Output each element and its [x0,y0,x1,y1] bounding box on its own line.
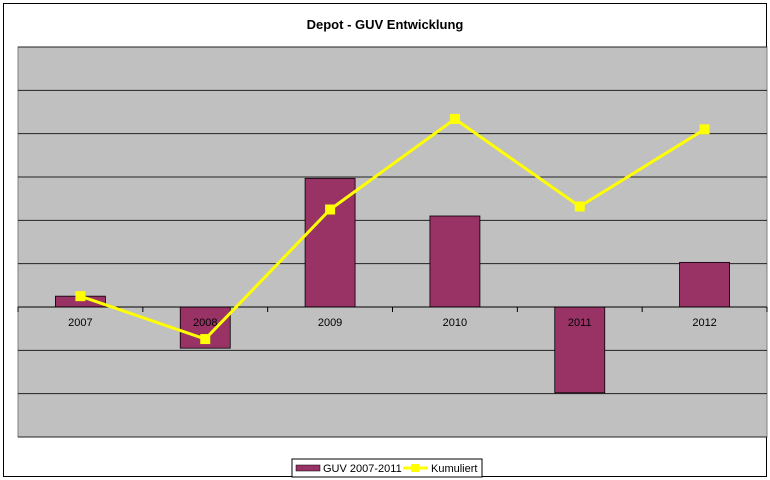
marker-kumuliert-2008 [200,334,211,345]
marker-kumuliert-2010 [449,113,460,124]
legend-marker-swatch [411,464,419,472]
marker-kumuliert-2009 [325,204,336,215]
x-tick-label: 2007 [68,317,92,329]
x-tick-label: 2012 [692,317,716,329]
bar-2009 [304,177,356,308]
marker-kumuliert-2012 [699,124,710,135]
legend-label-guv: GUV 2007-2011 [323,463,402,475]
marker-kumuliert-2007 [75,291,86,302]
line-kumuliert [79,117,706,341]
bar-2011 [554,306,606,394]
x-tick-label: 2010 [443,317,467,329]
legend: GUV 2007-2011 Kumuliert [291,458,483,478]
bar-2010 [429,215,481,308]
plot-area: 2007 2008 2009 2010 2011 2012 [17,46,768,438]
chart-title: Depot - GUV Entwicklung [307,17,464,32]
legend-bar-swatch [295,464,321,472]
x-tick-label: 2009 [318,317,342,329]
marker-kumuliert-2011 [574,201,585,212]
bar-2012 [679,261,730,308]
x-tick-label: 2011 [568,317,592,329]
legend-label-kumuliert: Kumuliert [431,463,477,475]
x-tick-label: 2008 [193,317,217,329]
plot-background [17,46,768,438]
legend-box [291,458,483,478]
